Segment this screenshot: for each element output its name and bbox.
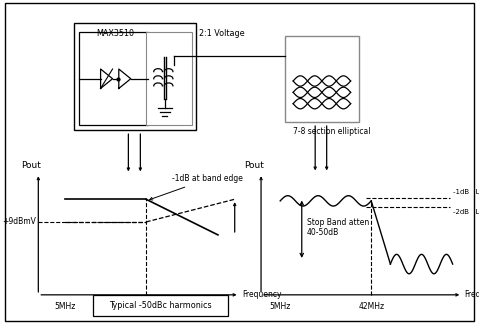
Text: +9dBmV: +9dBmV	[2, 217, 36, 226]
Text: Frequency: Frequency	[465, 290, 479, 299]
Bar	[74, 23, 196, 130]
Text: 42MHz: 42MHz	[358, 302, 384, 311]
Text: 2:1 Voltage: 2:1 Voltage	[199, 29, 244, 38]
Text: Pout: Pout	[244, 161, 264, 170]
Text: 42MHz: 42MHz	[133, 302, 159, 311]
Bar	[79, 32, 148, 125]
Text: -1dB at band edge: -1dB at band edge	[150, 174, 243, 200]
Text: 7-8 section elliptical: 7-8 section elliptical	[293, 127, 371, 136]
Text: Typical -50dBc harmonics: Typical -50dBc harmonics	[109, 301, 212, 310]
Text: -2dB  IL band edge: -2dB IL band edge	[453, 209, 479, 215]
Bar	[93, 295, 228, 316]
Text: -1dB  IL nominal: -1dB IL nominal	[453, 189, 479, 195]
Text: 5MHz: 5MHz	[270, 302, 291, 311]
Text: MAX3510: MAX3510	[96, 29, 134, 38]
Text: Frequency: Frequency	[242, 290, 281, 299]
Text: Stop Band atten
40-50dB: Stop Band atten 40-50dB	[307, 218, 369, 237]
Bar	[285, 36, 359, 122]
Bar	[146, 32, 192, 125]
Text: 5MHz: 5MHz	[54, 302, 75, 311]
Text: Pout: Pout	[21, 161, 41, 170]
